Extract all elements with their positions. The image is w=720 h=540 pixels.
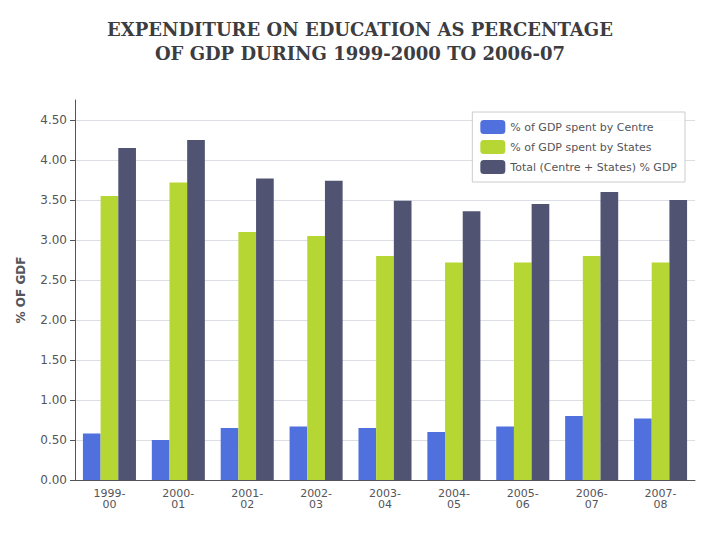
- svg-text:% of GDP spent by States: % of GDP spent by States: [510, 141, 652, 154]
- svg-text:3.00: 3.00: [40, 233, 67, 247]
- svg-text:2002-: 2002-: [300, 487, 333, 500]
- svg-text:4.00: 4.00: [40, 153, 67, 167]
- svg-text:03: 03: [309, 498, 323, 511]
- svg-text:02: 02: [240, 498, 254, 511]
- svg-text:0.00: 0.00: [40, 473, 67, 487]
- svg-text:Total (Centre + States) % GDP: Total (Centre + States) % GDP: [509, 161, 677, 174]
- svg-text:2005-: 2005-: [506, 487, 539, 500]
- svg-text:OF GDP DURING 1999-2000 TO 200: OF GDP DURING 1999-2000 TO 2006-07: [155, 43, 565, 64]
- svg-text:% OF GDF: % OF GDF: [14, 257, 28, 324]
- svg-text:2000-: 2000-: [162, 487, 195, 500]
- svg-text:01: 01: [171, 498, 185, 511]
- svg-text:2.00: 2.00: [40, 313, 67, 327]
- svg-text:2006-: 2006-: [575, 487, 608, 500]
- svg-text:2003-: 2003-: [369, 487, 401, 500]
- svg-text:3.50: 3.50: [40, 193, 67, 207]
- svg-text:2001-: 2001-: [231, 487, 264, 500]
- svg-text:1.50: 1.50: [40, 353, 67, 367]
- svg-text:2007-: 2007-: [644, 487, 677, 500]
- svg-text:2.50: 2.50: [40, 273, 67, 287]
- svg-text:06: 06: [516, 498, 530, 511]
- svg-text:% of GDP spent by Centre: % of GDP spent by Centre: [510, 121, 653, 134]
- svg-text:08: 08: [654, 498, 668, 511]
- svg-text:07: 07: [585, 498, 599, 511]
- svg-text:05: 05: [447, 498, 461, 511]
- svg-text:EXPENDITURE ON EDUCATION AS PE: EXPENDITURE ON EDUCATION AS PERCENTAGE: [107, 19, 613, 40]
- svg-text:2004-: 2004-: [437, 487, 470, 500]
- svg-text:04: 04: [378, 498, 392, 511]
- svg-text:00: 00: [102, 498, 116, 511]
- svg-text:1999-: 1999-: [93, 487, 126, 500]
- svg-text:4.50: 4.50: [40, 113, 67, 127]
- svg-text:1.00: 1.00: [40, 393, 67, 407]
- svg-text:0.50: 0.50: [40, 433, 67, 447]
